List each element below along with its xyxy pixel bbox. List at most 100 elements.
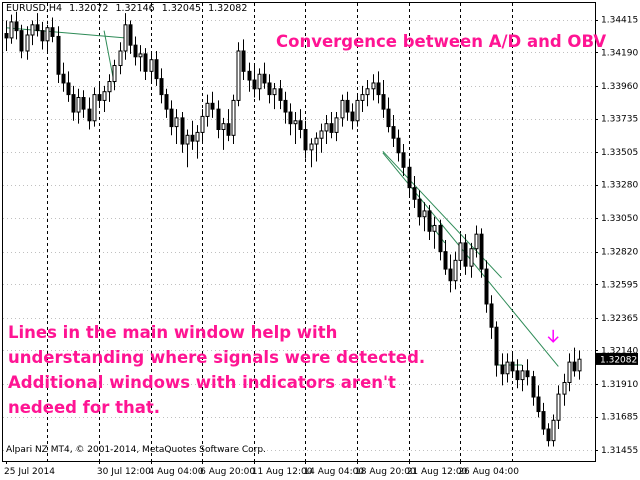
candle — [510, 353, 515, 377]
candle — [376, 71, 381, 104]
candle — [298, 109, 303, 139]
candle-body-bear — [443, 251, 448, 270]
price-tick-label: 1.33505 — [601, 148, 638, 158]
candle — [536, 385, 541, 418]
candle — [252, 65, 257, 98]
candle — [185, 129, 190, 168]
candle-body-bull — [92, 94, 97, 122]
candle — [180, 112, 185, 153]
candles — [4, 11, 582, 447]
candle — [567, 353, 572, 392]
grid — [3, 20, 595, 451]
period-separators — [47, 3, 513, 461]
candle-body-bear — [50, 27, 55, 37]
candle-body-bull — [107, 81, 112, 93]
candle-body-bear — [262, 73, 267, 84]
candle — [81, 90, 86, 118]
candle — [169, 100, 174, 136]
candle-body-bull — [30, 24, 35, 36]
candle — [531, 370, 536, 406]
candle-body-bull — [138, 53, 143, 58]
candle — [190, 120, 195, 150]
annotation-line: nedeed for that. — [8, 398, 161, 417]
candle — [386, 97, 391, 133]
candle — [210, 91, 215, 118]
candle-body-bear — [303, 128, 308, 151]
candle — [9, 14, 14, 44]
candle — [174, 109, 179, 145]
candle — [61, 62, 66, 92]
candle — [216, 100, 221, 139]
candle — [231, 94, 236, 145]
candle-body-bull — [200, 115, 205, 133]
signal-line — [5, 27, 125, 39]
candle — [76, 88, 81, 124]
candle-body-bull — [118, 50, 123, 67]
candle-body-bear — [35, 24, 40, 32]
copyright-text: Alpari NZ MT4, © 2001-2014, MetaQuotes S… — [6, 445, 266, 455]
annotation-line: understanding where signals were detecte… — [8, 348, 426, 367]
candle — [551, 414, 556, 447]
candle-body-bear — [376, 82, 381, 96]
time-tick-label: 6 Aug 20:00 — [200, 467, 255, 477]
candle-body-bear — [479, 233, 484, 270]
candle — [154, 50, 159, 86]
annotation-body: Lines in the main window help with under… — [8, 320, 425, 420]
candle-body-bear — [66, 82, 71, 96]
candle-body-bear — [97, 94, 102, 101]
signal-arrow — [547, 329, 559, 343]
candle-body-bull — [149, 59, 154, 72]
candle-body-bull — [340, 99, 345, 119]
candle — [164, 88, 169, 118]
price-tick-label: 1.31455 — [601, 446, 638, 456]
candle — [371, 74, 376, 101]
candle-body-bear — [71, 94, 76, 113]
candle — [112, 59, 117, 91]
candle-body-bear — [546, 428, 551, 442]
signal-arrow-head — [547, 336, 559, 343]
price-tick-label: 1.33280 — [601, 181, 638, 191]
candle — [30, 20, 35, 46]
candle-body-bull — [365, 88, 370, 96]
candle — [324, 114, 329, 145]
candle-body-bear — [164, 94, 169, 110]
candle-body-bear — [252, 79, 257, 90]
candle — [438, 219, 443, 261]
price-scale[interactable]: 1.34415 1.34190 1.33960 1.33735 1.33505 1.332… — [595, 16, 638, 456]
candle — [407, 158, 412, 197]
time-tick-label: 30 Jul 12:00 — [97, 467, 151, 477]
candle-body-bear — [427, 210, 432, 232]
signal-lines — [5, 27, 559, 367]
candle-body-bull — [319, 130, 324, 139]
candle-body-bear — [247, 70, 252, 81]
candle — [107, 74, 112, 102]
current-price-marker: 1.32082 — [596, 352, 638, 365]
candle-body-bear — [438, 224, 443, 253]
candle-body-bull — [551, 419, 556, 442]
price-tick-label: 1.32365 — [601, 314, 638, 324]
candle-body-bear — [515, 370, 520, 381]
candle-body-bull — [567, 361, 572, 383]
candle — [401, 144, 406, 177]
candle — [427, 205, 432, 240]
time-scale[interactable]: 25 Jul 2014 30 Jul 12:004 Aug 04:006 Aug … — [4, 461, 519, 477]
candle-body-bull — [422, 210, 427, 218]
candle-body-bear — [541, 411, 546, 430]
candle-body-bear — [133, 44, 138, 58]
candle-body-bear — [14, 21, 19, 32]
candle — [241, 39, 246, 81]
candle — [19, 24, 24, 59]
candle — [525, 359, 530, 386]
candle-body-bear — [278, 88, 283, 101]
candle-body-bear — [210, 102, 215, 110]
candle — [515, 359, 520, 389]
candle — [56, 26, 61, 83]
candle — [489, 295, 494, 339]
candle-body-bull — [371, 82, 376, 90]
candle-body-bear — [448, 268, 453, 282]
candle — [365, 80, 370, 107]
price-tick-label: 1.34415 — [601, 16, 638, 26]
candle — [102, 85, 107, 113]
candle-body-bear — [159, 78, 164, 96]
